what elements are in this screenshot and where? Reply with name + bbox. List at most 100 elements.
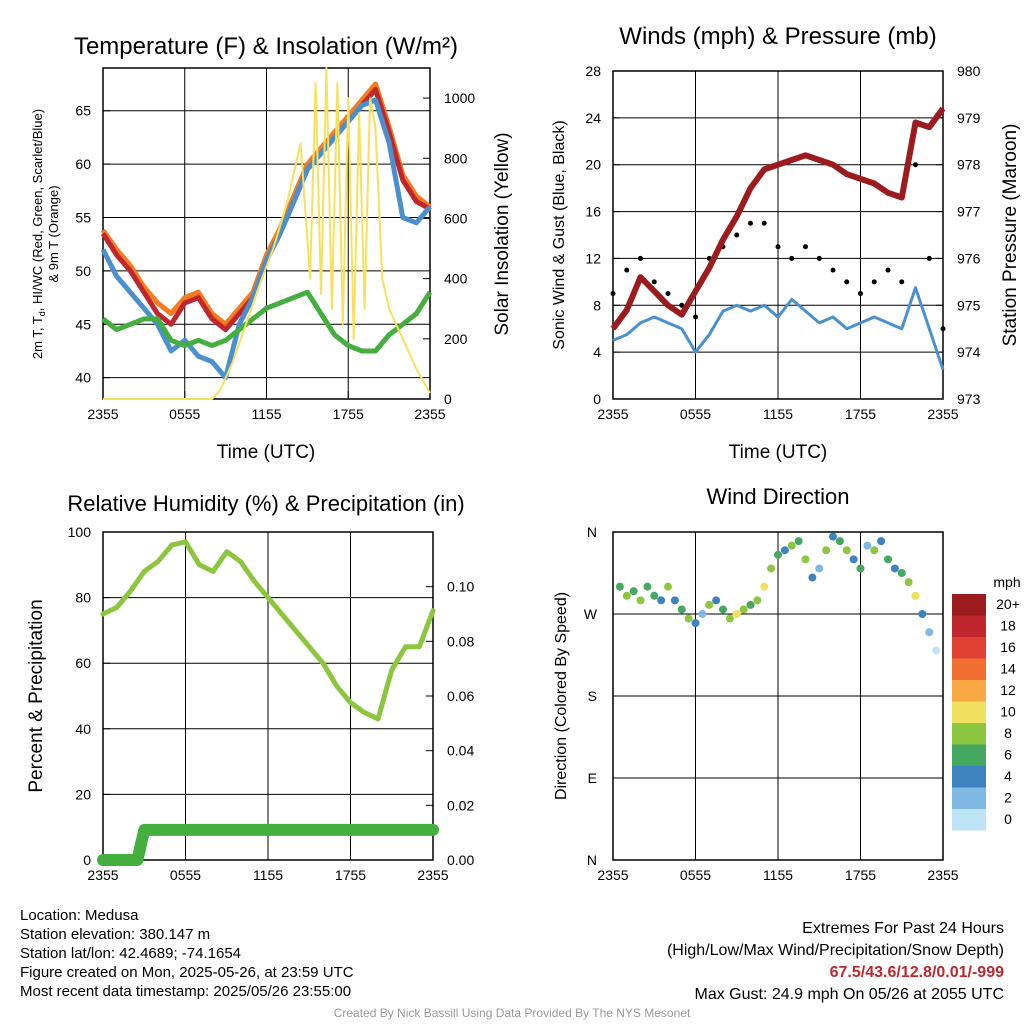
direction-point — [890, 564, 899, 573]
location-text: Location: Medusa — [20, 907, 139, 924]
gust-point — [734, 232, 740, 238]
direction-point — [863, 541, 872, 550]
direction-point — [615, 582, 624, 591]
x-tick-label: 2355 — [414, 406, 445, 422]
legend-label: 16 — [1000, 639, 1016, 655]
y-tick-label: 16 — [585, 204, 601, 220]
y2-tick-label: 1000 — [444, 90, 475, 106]
y-tick-label: 40 — [75, 721, 91, 737]
y2-axis-label: Solar Insolation (Yellow) — [492, 132, 513, 335]
y-axis-label: 2m T, Td, HI/WC (Red, Green, Scarlet/Blu… — [30, 109, 47, 359]
direction-point — [897, 569, 906, 577]
y2-tick-label: 800 — [444, 150, 468, 166]
y2-axis-label: Station Pressure (Maroon) — [1000, 124, 1021, 347]
direction-point — [643, 582, 652, 591]
legend-label: 8 — [1004, 725, 1012, 741]
legend-label: 10 — [1000, 704, 1016, 720]
direction-point — [829, 532, 837, 541]
x-tick-label: 0555 — [680, 406, 711, 422]
gust-point — [885, 267, 891, 273]
direction-point — [794, 537, 803, 546]
y-tick-label: W — [584, 606, 598, 622]
y-axis-label-part: d — [37, 311, 47, 316]
x-tick-label: 1755 — [333, 406, 364, 422]
x-tick-label: 2355 — [597, 867, 628, 883]
direction-point — [808, 573, 817, 582]
legend-swatch — [952, 680, 986, 702]
legend-swatch — [952, 637, 986, 659]
legend-label: 14 — [1000, 661, 1016, 677]
y-tick-label: N — [587, 852, 597, 868]
x-tick-label: 1155 — [763, 406, 793, 422]
y-axis-label: Percent & Precipitation — [26, 599, 47, 792]
y2-tick-label: 0 — [444, 391, 452, 407]
gust-point — [761, 220, 767, 226]
y2-tick-label: 0.10 — [447, 579, 474, 595]
legend-swatch — [952, 723, 986, 745]
y-tick-label: 20 — [75, 786, 91, 802]
legend-title: mph — [993, 574, 1020, 590]
gust-point — [748, 220, 753, 226]
y-tick-label: 55 — [75, 209, 91, 225]
direction-point — [746, 600, 755, 609]
y-tick-label: E — [588, 770, 597, 786]
legend-label: 18 — [1000, 618, 1016, 634]
direction-point — [719, 605, 727, 614]
x-tick-label: 2355 — [87, 867, 118, 883]
legend-swatch — [952, 744, 986, 766]
x-tick-label: 0555 — [170, 867, 201, 883]
gust-point — [693, 314, 698, 320]
y-axis-label-line2: & 9m T (Orange) — [46, 185, 61, 282]
direction-point — [664, 582, 672, 591]
winds-panel: 2355 0555 1155 1755 235504812162024289739749… — [551, 23, 1021, 463]
y2-tick-label: 0.06 — [447, 688, 474, 704]
y2-tick-label: 0.04 — [447, 743, 474, 759]
x-tick-label: 0555 — [680, 867, 711, 883]
extremes-values: 67.5/43.6/12.8/0.01/-999 — [829, 964, 1004, 981]
direction-point — [725, 614, 734, 623]
series-line — [101, 289, 433, 354]
y-tick-label: 0 — [593, 391, 601, 407]
direction-point — [698, 610, 707, 618]
humidity-panel: 2355 0555 1155 1755 23550204060801000.000.02… — [26, 491, 474, 883]
legend-swatch — [952, 658, 986, 680]
y-tick-label: 20 — [585, 157, 601, 173]
series-line — [97, 823, 439, 866]
recent-text: Most recent data timestamp: 2025/05/26 2… — [20, 983, 352, 1000]
y-axis-label-part: , HI/WC (Red, Green, Scarlet/Blue) — [30, 109, 45, 311]
x-tick-label: 1155 — [253, 867, 283, 883]
series-line — [610, 106, 946, 331]
direction-point — [712, 596, 721, 605]
direction-point — [629, 587, 638, 596]
legend-swatch — [952, 809, 986, 831]
direction-point — [925, 628, 934, 637]
direction-point — [842, 546, 851, 555]
direction-point — [932, 646, 941, 655]
x-tick-label: 2355 — [417, 867, 448, 883]
gust-point — [789, 255, 795, 261]
y2-tick-label: 200 — [444, 331, 468, 347]
direction-point — [774, 550, 782, 559]
direction-point — [884, 555, 892, 564]
y2-tick-label: 400 — [444, 271, 468, 287]
legend-label: 4 — [1004, 768, 1012, 784]
direction-point — [822, 546, 831, 555]
series-line — [103, 67, 431, 400]
direction-point — [636, 596, 645, 605]
gust-point — [830, 267, 836, 273]
direction-point — [767, 564, 776, 573]
gust-point — [679, 302, 685, 308]
x-tick-label: 1755 — [335, 867, 366, 883]
series-line — [100, 539, 436, 722]
x-tick-label: 0555 — [169, 406, 200, 422]
speed-legend: mph 20+ 18 16 14 12 10 8 6 4 2 0 — [952, 574, 1021, 831]
x-tick-label: 2355 — [927, 406, 958, 422]
legend-label: 2 — [1004, 790, 1012, 806]
y-tick-label: 100 — [68, 524, 92, 540]
elevation-text: Station elevation: 380.147 m — [20, 926, 211, 943]
y-tick-label: 40 — [75, 370, 91, 386]
gust-point — [775, 244, 781, 250]
direction-point — [677, 605, 686, 614]
legend-swatch — [952, 766, 986, 788]
x-tick-label: 2355 — [87, 406, 118, 422]
